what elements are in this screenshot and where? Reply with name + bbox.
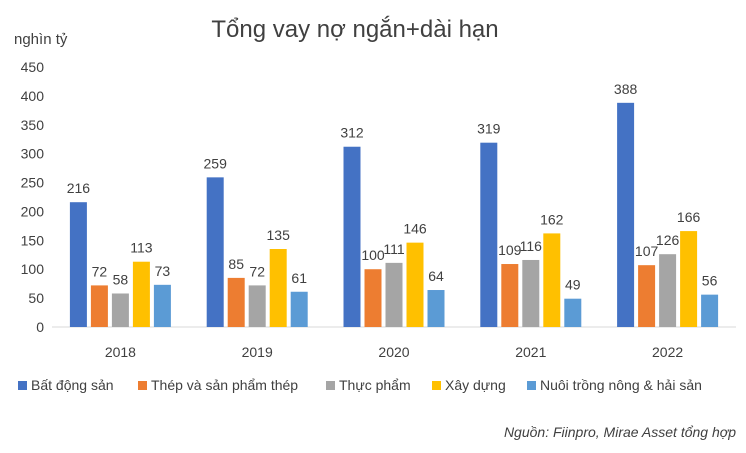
bar [90,285,108,327]
data-label: 135 [267,227,291,243]
y-axis-ticks: 0 50 100 150 200 250 300 350 400 450 [21,59,45,335]
legend-label: Xây dựng [445,377,506,393]
legend-item: Bất động sản [18,377,114,393]
data-label: 126 [656,232,680,248]
legend-swatch [138,381,147,390]
y-axis-unit-label: nghìn tỷ [14,31,68,48]
bar [427,290,445,327]
bar [364,269,382,327]
bar [638,265,656,327]
y-tick-label: 100 [21,261,45,277]
x-axis-ticks: 2018 2019 2020 2021 2022 [105,344,684,360]
bar [248,285,266,327]
bar [132,261,150,327]
bar [343,146,361,327]
bar-group: 259 85 72 135 61 [204,155,308,327]
bar [269,249,287,327]
data-label: 162 [540,211,564,227]
bar [617,102,635,327]
data-label: 72 [249,263,265,279]
data-label: 166 [677,209,701,225]
y-tick-label: 50 [28,290,44,306]
data-label: 116 [520,238,543,254]
legend-item: Nuôi trồng nông & hải sản [527,377,702,393]
legend-label: Thép và sản phẩm thép [151,377,298,393]
data-label: 312 [340,125,364,141]
legend: Bất động sản Thép và sản phẩm thép Thực ph… [18,377,702,393]
bar [522,259,540,327]
chart-title: Tổng vay nợ ngắn+dài hạn [211,16,498,43]
legend-label: Thực phẩm [339,377,411,393]
data-label: 107 [635,243,659,259]
y-tick-label: 150 [21,232,45,248]
y-tick-label: 250 [21,175,45,191]
data-label: 388 [614,81,638,97]
legend-swatch [326,381,335,390]
legend-label: Bất động sản [31,377,114,393]
bar [543,233,561,327]
data-label: 85 [228,256,244,272]
bar [564,298,582,327]
bar [69,202,87,327]
legend-label: Nuôi trồng nông & hải sản [540,377,702,393]
source-note: Nguồn: Fiinpro, Mirae Asset tổng hợp [504,424,736,440]
data-label: 100 [361,247,385,263]
data-label: 111 [383,241,404,257]
legend-swatch [18,381,27,390]
y-tick-label: 350 [21,117,45,133]
data-label: 113 [130,240,153,256]
data-label: 61 [291,270,307,286]
bar [206,177,224,327]
bar [111,293,129,327]
x-tick-label: 2021 [515,344,546,360]
data-label: 72 [92,263,108,279]
data-label: 109 [498,242,522,258]
data-label: 146 [403,221,427,237]
legend-swatch [432,381,441,390]
data-label: 216 [67,180,91,196]
data-label: 259 [204,155,228,171]
legend-swatch [527,381,536,390]
y-tick-label: 450 [21,59,45,75]
y-tick-label: 200 [21,203,45,219]
x-tick-label: 2019 [242,344,273,360]
legend-item: Xây dựng [432,377,506,393]
x-tick-label: 2018 [105,344,136,360]
bar [659,254,677,327]
legend-item: Thép và sản phẩm thép [138,377,298,393]
x-tick-label: 2020 [378,344,409,360]
y-tick-label: 0 [36,319,44,335]
data-label: 319 [477,121,501,137]
bar [227,277,245,327]
data-label: 64 [428,268,444,284]
bar [385,262,403,327]
data-label: 49 [565,277,581,293]
bar [290,291,308,327]
bar [680,231,698,327]
y-tick-label: 400 [21,88,45,104]
data-label: 73 [155,263,171,279]
data-label: 58 [113,271,129,287]
data-label: 56 [702,273,718,289]
bar [480,142,498,327]
y-tick-label: 300 [21,146,45,162]
x-tick-label: 2022 [652,344,683,360]
bar [153,284,171,327]
bar [406,242,424,327]
legend-item: Thực phẩm [326,377,411,393]
bar [701,294,719,327]
bar [501,264,519,327]
